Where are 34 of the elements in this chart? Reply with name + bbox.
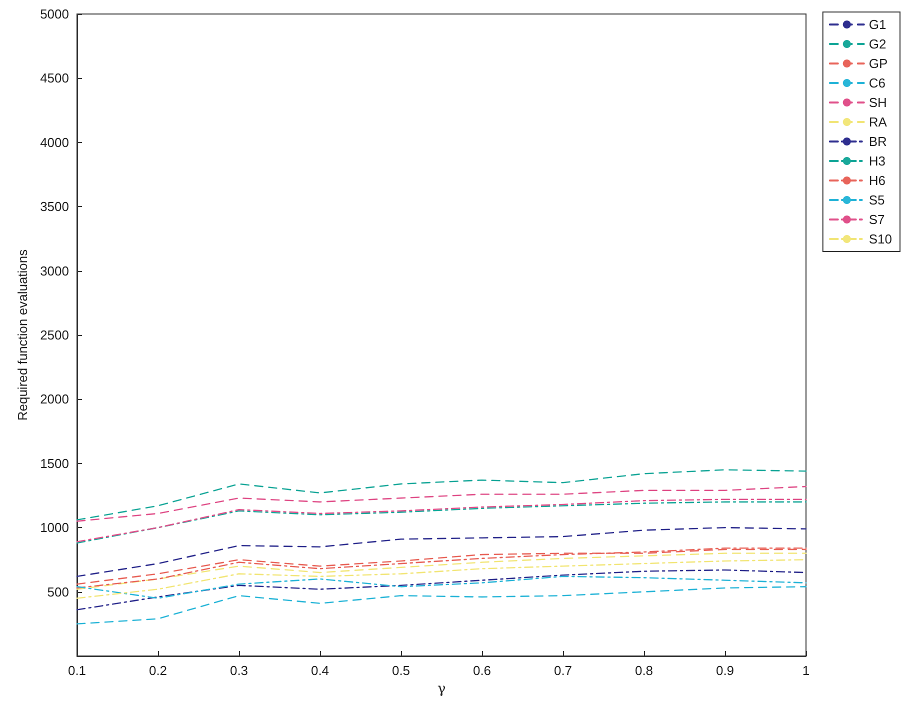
legend-label: BR <box>868 134 887 149</box>
x-tick-label: 0.8 <box>634 663 654 678</box>
y-tick-label: 1500 <box>40 456 69 471</box>
x-axis-title: γ <box>437 681 446 697</box>
y-tick-label: 2000 <box>40 392 69 407</box>
legend-label: S7 <box>868 212 885 227</box>
legend-label: H3 <box>868 154 886 168</box>
x-tick-label: 0.9 <box>716 663 734 678</box>
legend-label: S5 <box>868 192 885 208</box>
legend-label: G1 <box>868 17 886 32</box>
y-tick-label: 4000 <box>40 134 69 150</box>
legend-label: RA <box>868 114 888 130</box>
x-tick-label: 1 <box>802 663 810 678</box>
x-tick-label: 0.6 <box>472 663 492 678</box>
y-tick-label: 3500 <box>40 199 69 214</box>
x-tick-label: 0.4 <box>310 663 330 678</box>
y-tick-label: 2500 <box>40 328 69 342</box>
y-tick-label: 1000 <box>40 520 69 536</box>
x-tick-label: 0.7 <box>554 663 572 678</box>
x-tick-label: 0.3 <box>230 663 248 678</box>
legend-label: SH <box>868 95 887 110</box>
legend-label: G2 <box>868 36 886 52</box>
legend-label: C6 <box>868 76 886 90</box>
y-axis-title: Required function evaluations <box>15 248 30 421</box>
y-tick-label: 500 <box>47 584 69 600</box>
legend-label: S10 <box>868 232 892 246</box>
x-tick-label: 0.1 <box>68 663 86 678</box>
x-tick-label: 0.5 <box>392 663 410 678</box>
legend-label: H6 <box>868 173 886 188</box>
y-tick-label: 3000 <box>40 263 69 278</box>
legend-label: GP <box>868 56 888 71</box>
y-tick-label: 4500 <box>40 70 69 86</box>
x-tick-label: 0.2 <box>148 663 168 678</box>
y-tick-label: 5000 <box>40 6 69 22</box>
